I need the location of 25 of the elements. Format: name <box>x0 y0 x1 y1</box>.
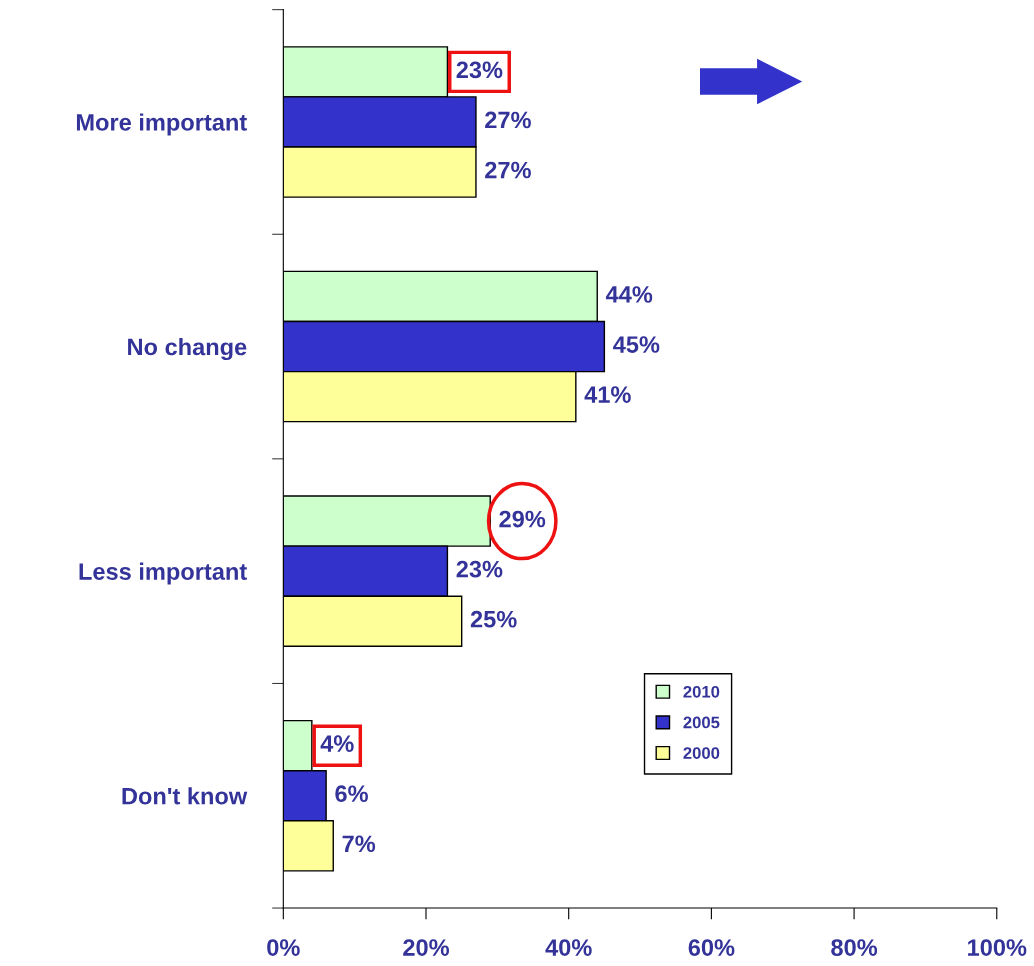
data-label: 4% <box>320 735 354 752</box>
x-tick-label: 0% <box>267 939 300 956</box>
data-label: 41% <box>584 386 631 403</box>
data-label: 29% <box>499 510 546 528</box>
data-label: 7% <box>342 835 376 853</box>
data-label: 27% <box>485 111 531 129</box>
data-label: 23% <box>456 560 503 578</box>
data-label: 45% <box>613 336 660 353</box>
y-tick-label: Less important <box>79 562 247 585</box>
y-tick-label: No change <box>128 338 247 361</box>
legend-label: 2000 <box>683 747 720 759</box>
x-tick-label: 60% <box>688 939 735 956</box>
data-label: 23% <box>456 61 503 79</box>
data-label: 6% <box>335 785 368 803</box>
data-label: 25% <box>470 610 517 628</box>
legend-label: 2010 <box>683 685 720 698</box>
x-tick-label: 80% <box>831 939 878 956</box>
data-label: 44% <box>605 286 653 303</box>
x-tick-label: 40% <box>545 939 592 956</box>
y-tick-label: Don't know <box>122 787 248 805</box>
data-label: 27% <box>485 161 531 179</box>
x-tick-label: 20% <box>403 939 450 956</box>
legend-label: 2005 <box>683 716 720 729</box>
x-tick-label: 100% <box>968 939 1027 956</box>
y-tick-label: More important <box>76 113 247 136</box>
